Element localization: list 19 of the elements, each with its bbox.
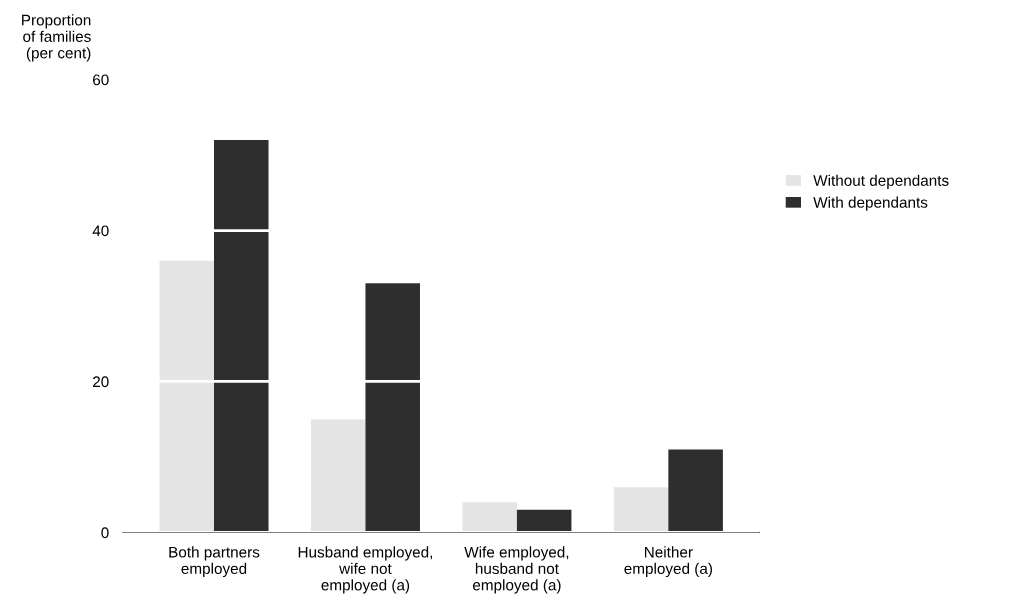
bar: [310, 419, 366, 533]
y-tick-label: 0: [101, 527, 109, 539]
legend-label: Without dependants: [813, 174, 949, 189]
y-tick-label: 60: [93, 74, 109, 86]
y-axis-title: Proportion of families (per cent): [22, 14, 91, 62]
x-tick-label: Husband employed, wife not employed (a): [298, 546, 433, 594]
bar: [462, 502, 517, 533]
legend-label: With dependants: [813, 196, 928, 211]
bar: [613, 487, 669, 533]
x-tick-label: Wife employed, husband not employed (a): [464, 546, 569, 594]
bar: [213, 139, 269, 533]
x-tick-label: Neither employed (a): [624, 546, 712, 578]
x-tick-label: Both partners employed: [169, 546, 260, 578]
bar: [668, 449, 723, 533]
bar: [159, 260, 214, 533]
y-tick-label: 20: [93, 376, 109, 388]
bar: [516, 509, 572, 533]
bar: [365, 283, 420, 533]
y-tick-label: 40: [92, 225, 109, 237]
